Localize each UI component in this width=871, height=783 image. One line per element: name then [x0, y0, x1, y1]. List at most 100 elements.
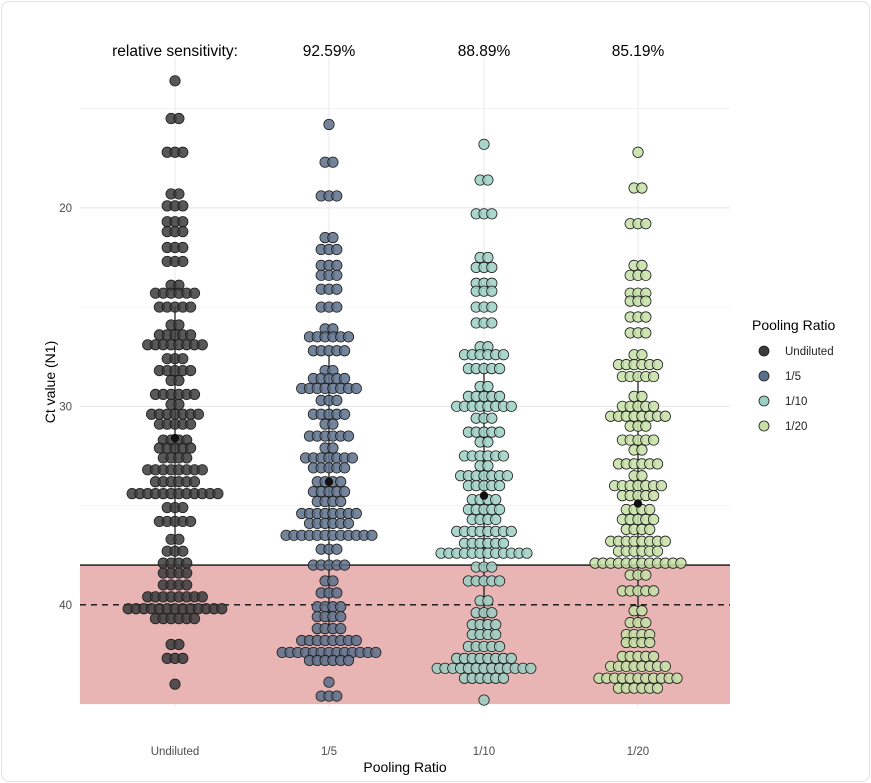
data-point	[196, 591, 208, 603]
data-point	[486, 285, 498, 297]
sensitivity-caption: relative sensitivity:	[112, 43, 238, 60]
data-point	[486, 561, 498, 573]
series-1-20	[589, 146, 687, 694]
series-undiluted	[122, 75, 228, 690]
sensitivity-value: 85.19%	[612, 43, 665, 60]
legend-label: 1/5	[785, 371, 801, 383]
data-point	[331, 587, 343, 599]
data-point	[181, 452, 193, 464]
data-point	[493, 426, 506, 438]
legend-swatch-icon	[758, 370, 770, 382]
data-point	[675, 557, 687, 569]
data-point	[327, 418, 339, 430]
data-point	[501, 470, 513, 482]
data-point	[196, 339, 208, 351]
data-point	[181, 579, 193, 591]
data-point	[659, 660, 671, 672]
data-point	[490, 619, 502, 631]
data-point	[647, 650, 660, 662]
data-point	[342, 517, 355, 530]
data-point	[185, 418, 197, 430]
data-point	[493, 503, 506, 516]
data-point	[192, 408, 204, 420]
data-point	[659, 535, 671, 547]
data-point	[188, 287, 201, 299]
data-point	[185, 515, 197, 528]
data-point	[342, 331, 355, 343]
data-point	[482, 436, 494, 448]
data-point	[331, 243, 343, 256]
data-point	[636, 259, 648, 271]
data-point	[482, 174, 494, 186]
data-point	[335, 623, 347, 635]
data-point	[188, 388, 201, 401]
mean-point	[479, 491, 489, 500]
data-point	[497, 450, 510, 462]
data-point	[185, 329, 197, 341]
data-point	[493, 390, 506, 402]
data-point	[497, 349, 510, 361]
y-axis-ticks: 20 30 40	[59, 203, 72, 612]
data-point	[486, 412, 498, 424]
data-point	[173, 533, 185, 545]
legend-title: Pooling Ratio	[752, 317, 835, 333]
y-tick-label: 30	[59, 401, 72, 413]
data-point	[188, 613, 201, 625]
data-point	[482, 251, 494, 264]
data-point	[647, 490, 660, 502]
data-point	[177, 226, 189, 238]
data-point	[338, 372, 351, 385]
data-point	[331, 690, 343, 702]
data-point	[644, 503, 656, 516]
series-1-5	[276, 118, 382, 702]
data-point	[651, 359, 664, 371]
mean-point	[633, 499, 643, 508]
data-point	[482, 380, 494, 393]
sensitivity-value: 92.59%	[303, 43, 356, 60]
data-point	[335, 611, 347, 623]
data-point	[636, 470, 648, 482]
data-point	[644, 636, 656, 649]
data-point	[486, 208, 498, 220]
data-point	[493, 480, 506, 492]
data-point	[185, 301, 197, 313]
legend: Pooling Ratio Undiluted 1/5 1/10 1/20	[752, 317, 835, 433]
sensitivity-labels: relative sensitivity: 92.59% 88.89% 85.19%	[112, 43, 664, 60]
data-point	[497, 537, 510, 549]
data-point	[497, 672, 510, 684]
data-point	[338, 345, 351, 357]
data-point	[482, 595, 494, 607]
data-point	[647, 434, 660, 446]
data-point	[331, 269, 343, 281]
data-points	[122, 75, 687, 706]
x-tick-label: Undiluted	[151, 746, 200, 758]
data-point	[505, 652, 517, 664]
data-point	[636, 444, 648, 456]
data-point	[651, 545, 664, 557]
data-point	[370, 646, 382, 659]
data-point	[177, 216, 189, 228]
data-point	[181, 567, 193, 579]
data-point	[173, 112, 185, 125]
data-point	[651, 682, 664, 694]
data-point	[169, 678, 181, 690]
data-point	[338, 408, 351, 420]
data-point	[335, 495, 347, 508]
data-point	[331, 283, 343, 295]
data-point	[636, 605, 648, 617]
data-point	[323, 118, 335, 131]
data-point	[671, 672, 683, 684]
data-point	[342, 654, 355, 666]
data-point	[655, 480, 668, 492]
data-point	[632, 146, 644, 158]
data-point	[486, 317, 498, 329]
data-point	[640, 311, 652, 323]
data-point	[493, 363, 506, 375]
mean-point	[324, 477, 334, 486]
x-tick-label: 1/5	[321, 746, 337, 758]
data-point	[640, 569, 652, 581]
data-point	[173, 188, 185, 200]
data-point	[185, 364, 197, 377]
x-tick-label: 1/10	[473, 746, 495, 758]
